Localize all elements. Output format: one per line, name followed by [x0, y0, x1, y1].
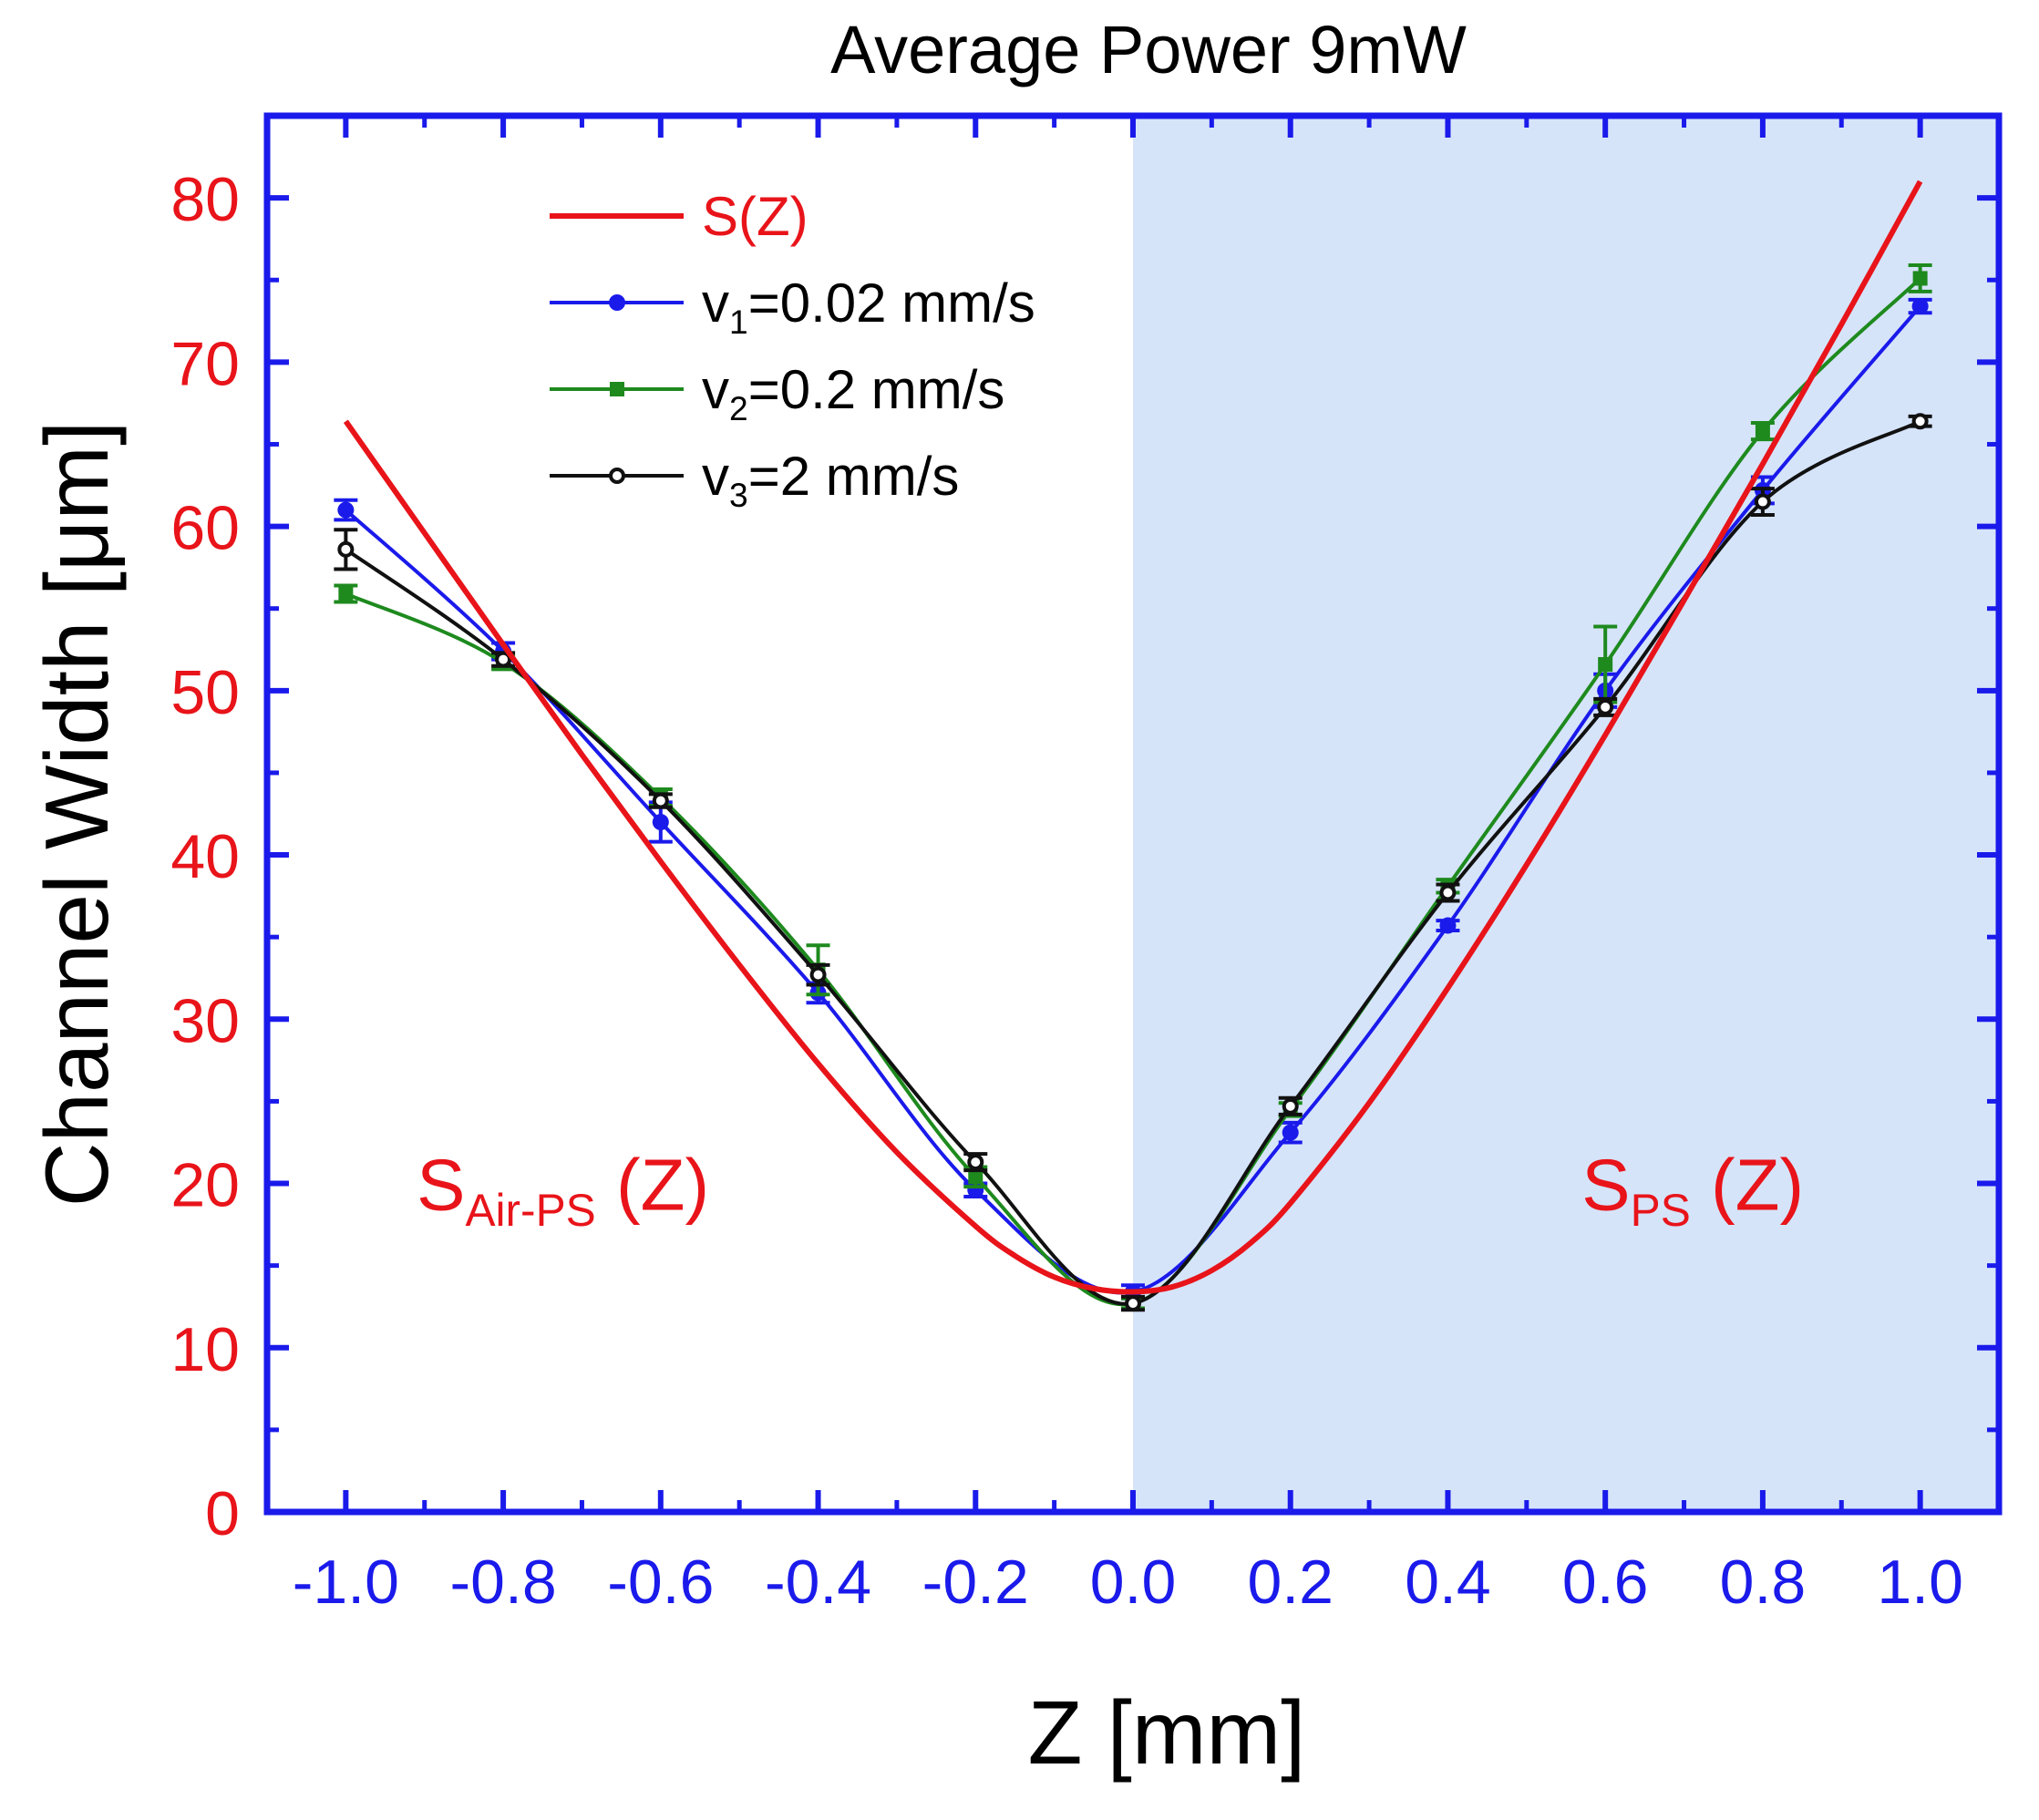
x-tick-label: 0.4: [1405, 1548, 1491, 1617]
legend-marker: [609, 294, 625, 311]
y-tick-label: 20: [170, 1151, 240, 1220]
x-tick-label: -0.2: [922, 1548, 1029, 1617]
x-tick-label: -1.0: [293, 1548, 399, 1617]
air-ps-label: SAir-PS (Z): [417, 1144, 709, 1236]
legend: S(Z) v1=0.02 mm/s v2=0.2 mm/s v3=2 mm/s: [550, 186, 1035, 514]
data-point: [338, 586, 354, 602]
annotation-layer: SAir-PS (Z) SPS (Z): [417, 1144, 1804, 1236]
shaded-region-ps: [1133, 116, 1999, 1512]
y-tick-label: 30: [170, 986, 240, 1055]
data-point: [337, 501, 355, 519]
data-point: [652, 814, 669, 831]
legend-label: v3=2 mm/s: [702, 446, 959, 514]
series-line: [343, 180, 1923, 1295]
series-3: [334, 413, 1932, 1312]
y-tick-label: 10: [170, 1315, 240, 1384]
series-0: [343, 180, 1923, 1295]
data-point: [1912, 271, 1928, 286]
legend-label: S(Z): [702, 186, 808, 247]
plot-frame: [263, 112, 2003, 1516]
data-point: [1439, 884, 1457, 901]
data-point: [809, 966, 827, 983]
y-tick-label: 70: [170, 329, 240, 398]
legend-marker: [610, 382, 624, 396]
x-tick-label: 0.0: [1090, 1548, 1177, 1617]
y-tick-label: 0: [205, 1479, 240, 1548]
y-tick-label: 80: [170, 165, 240, 234]
data-point: [1282, 1124, 1299, 1141]
chart-title: Average Power 9mW: [830, 12, 1467, 87]
x-tick-label: 0.2: [1247, 1548, 1334, 1617]
data-point: [1598, 656, 1613, 672]
y-tick-label: 60: [170, 494, 240, 563]
data-point: [337, 540, 355, 558]
y-axis-label: Channel Width [μm]: [26, 421, 127, 1208]
ps-label: SPS (Z): [1581, 1144, 1804, 1236]
x-tick-label: 1.0: [1877, 1548, 1963, 1617]
x-axis-label: Z [mm]: [1028, 1682, 1306, 1783]
data-point: [1911, 413, 1929, 430]
data-point: [1282, 1097, 1299, 1115]
data-point: [1754, 493, 1771, 510]
data-point: [1125, 1295, 1141, 1312]
x-tick-label: 0.8: [1720, 1548, 1807, 1617]
series-layer: [334, 180, 1932, 1312]
data-point: [1439, 917, 1457, 934]
data-point: [1597, 698, 1614, 715]
series-line: [345, 304, 1922, 1295]
x-tick-label: -0.6: [607, 1548, 714, 1617]
data-point: [1755, 424, 1770, 439]
x-tick-label: -0.8: [449, 1548, 556, 1617]
legend-marker: [609, 468, 625, 484]
y-tick-label: 40: [170, 822, 240, 891]
data-point: [495, 651, 512, 668]
legend-label: v1=0.02 mm/s: [702, 272, 1035, 341]
data-point: [1911, 298, 1929, 315]
x-tick-label: 0.6: [1562, 1548, 1649, 1617]
data-point: [652, 792, 669, 809]
legend-label: v2=0.2 mm/s: [702, 359, 1004, 427]
y-tick-label: 50: [170, 658, 240, 727]
x-tick-label: -0.4: [765, 1548, 871, 1617]
data-point: [967, 1154, 984, 1171]
data-point: [968, 1169, 983, 1185]
